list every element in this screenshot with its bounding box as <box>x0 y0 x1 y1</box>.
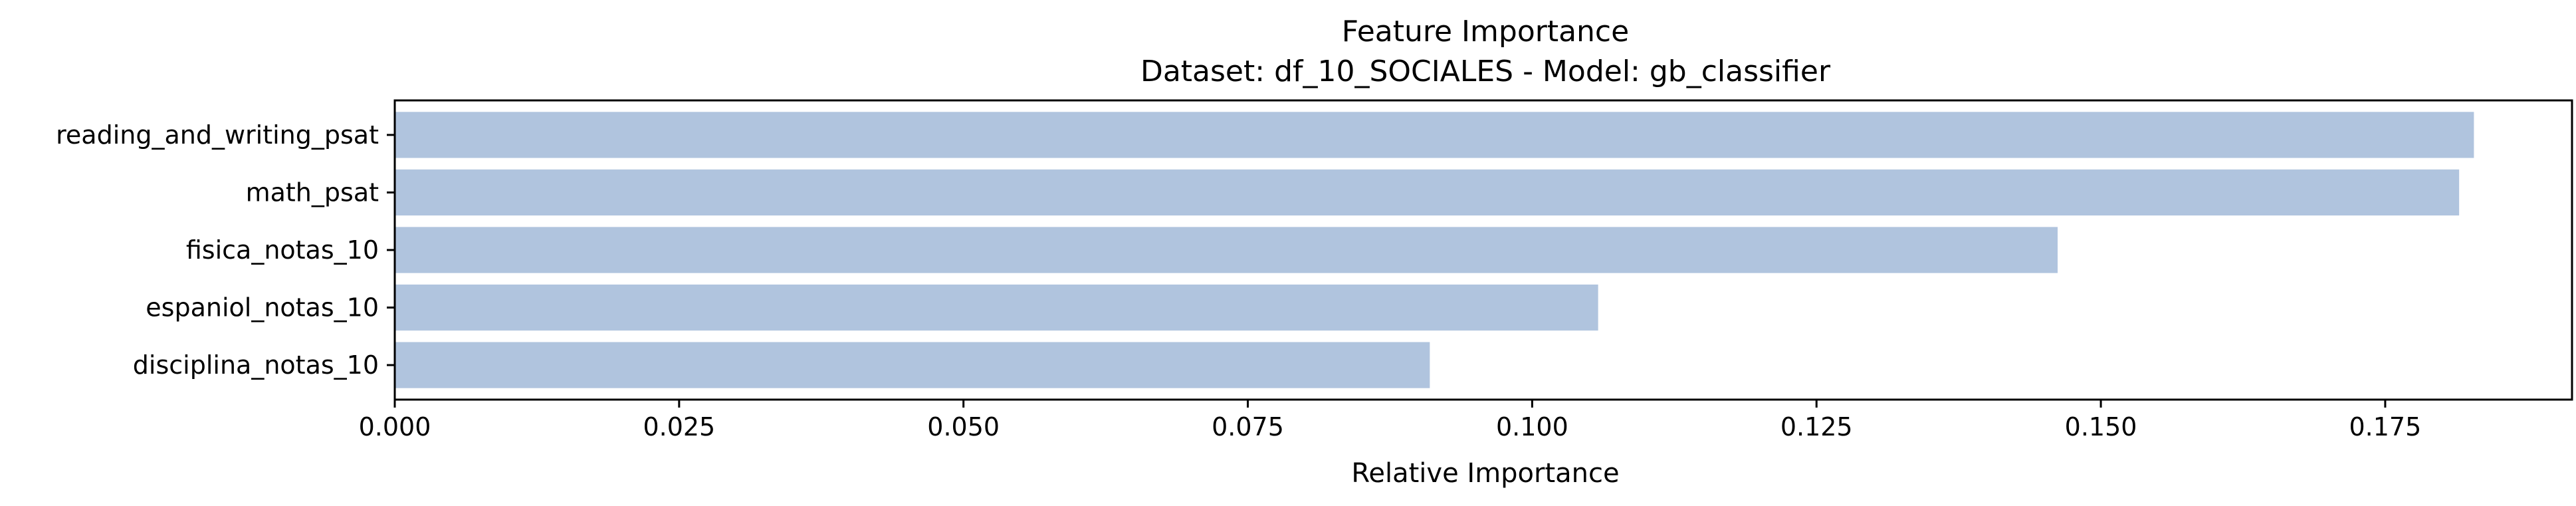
y-tick-label: disciplina_notas_10 <box>133 350 379 380</box>
y-tick-label: fisica_notas_10 <box>186 235 379 265</box>
x-tick-label: 0.100 <box>1496 412 1568 442</box>
x-tick-label: 0.000 <box>359 412 431 442</box>
bar-math_psat <box>395 169 2460 216</box>
bar-reading_and_writing_psat <box>395 112 2474 158</box>
bars-group <box>395 112 2474 388</box>
bar-fisica_notas_10 <box>395 227 2058 273</box>
bar-espaniol_notas_10 <box>395 284 1598 331</box>
x-axis-label: Relative Importance <box>1351 458 1619 489</box>
x-tick-label: 0.050 <box>927 412 1000 442</box>
x-tick-label: 0.075 <box>1212 412 1284 442</box>
x-tick-label: 0.150 <box>2065 412 2137 442</box>
chart-title: Feature Importance <box>1342 15 1629 49</box>
y-axis-ticks: reading_and_writing_psat math_psat fisica_… <box>56 120 395 380</box>
y-tick-label: math_psat <box>246 178 379 207</box>
chart-subtitle: Dataset: df_10_SOCIALES - Model: gb_clas… <box>1140 55 1831 88</box>
y-tick-label: espaniol_notas_10 <box>146 293 379 322</box>
x-tick-label: 0.125 <box>1780 412 1853 442</box>
x-tick-label: 0.175 <box>2349 412 2422 442</box>
plot-frame <box>393 99 2573 401</box>
bar-disciplina_notas_10 <box>395 342 1430 388</box>
x-axis-ticks: 0.000 0.025 0.050 0.075 0.100 0.125 0.150 0.175 <box>359 400 2422 442</box>
y-tick-label: reading_and_writing_psat <box>56 120 379 150</box>
x-tick-label: 0.025 <box>643 412 715 442</box>
